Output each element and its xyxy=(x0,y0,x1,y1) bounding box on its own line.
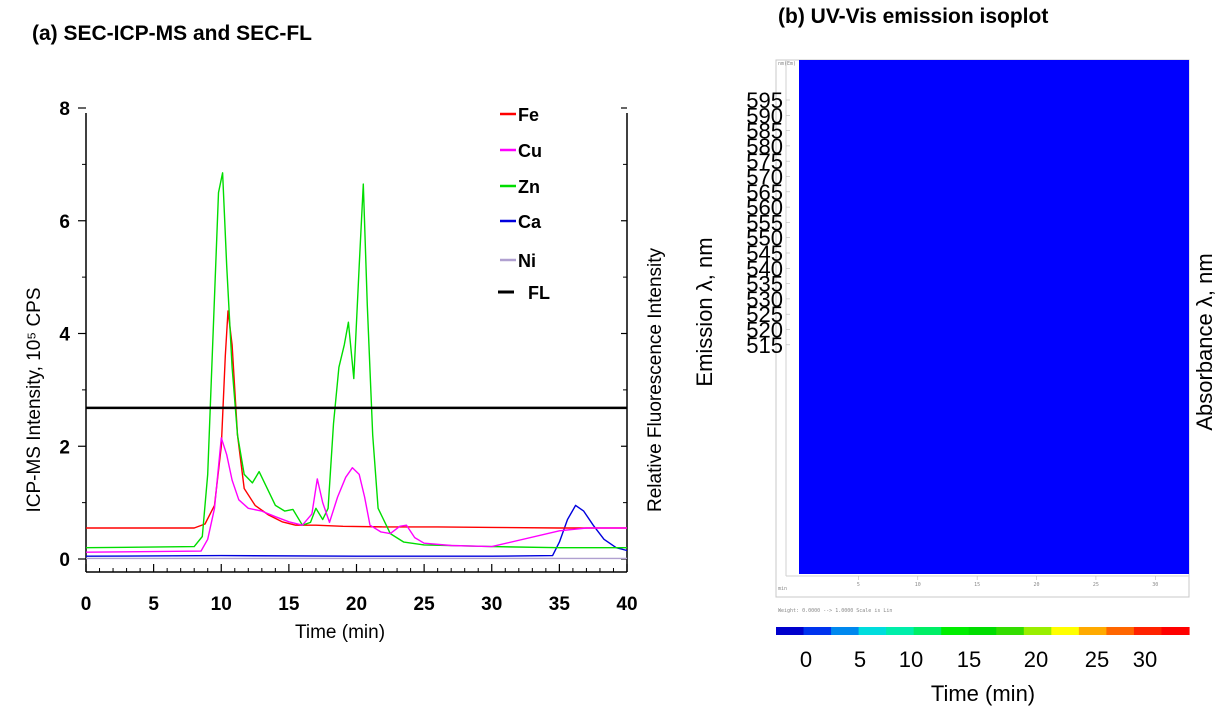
series-lines xyxy=(85,172,628,560)
colorbar-ticks: 0 5 10 15 20 25 30 xyxy=(800,647,1157,672)
panel-b-title: (b) UV-Vis emission isoplot xyxy=(778,5,1048,28)
colorbar xyxy=(776,627,1190,635)
wavelength-tick-label: 550 xyxy=(746,226,783,251)
inner-x-tick-label: 10 xyxy=(915,582,921,588)
panel-a-chart: (a) SEC-ICP-MS and SEC-FL 0 5 10 15 20 25 30 35… xyxy=(24,22,666,643)
wavelength-tick-label: 540 xyxy=(746,256,783,281)
y-tick-label: 2 xyxy=(59,437,70,458)
x-tick-label: 30 xyxy=(481,594,502,615)
colorbar-segment xyxy=(996,627,1025,635)
legend-label-ni: Ni xyxy=(518,251,536,271)
colorbar-tick-label: 10 xyxy=(899,647,923,672)
colorbar-segment xyxy=(831,627,860,635)
y-tick-label: 6 xyxy=(59,212,70,233)
y-axis-ticks: 0 2 4 6 8 xyxy=(59,99,627,571)
colorbar-tick-label: 15 xyxy=(957,647,981,672)
wavelength-tick-label: 585 xyxy=(746,119,783,144)
colorbar-segment xyxy=(1078,627,1107,635)
y-tick-label: 0 xyxy=(59,550,70,571)
wavelength-tick-label: 565 xyxy=(746,180,783,205)
x-tick-label: 40 xyxy=(616,594,637,615)
colorbar-segment xyxy=(858,627,887,635)
colorbar-segment xyxy=(803,627,832,635)
x-axis-title: Time (min) xyxy=(295,622,385,643)
wavelength-tick-label: 545 xyxy=(746,241,783,266)
x-axis-ticks: 0 5 10 15 20 25 30 35 40 xyxy=(81,564,638,615)
x-tick-label: 5 xyxy=(148,594,159,615)
legend-label-fe: Fe xyxy=(518,105,539,125)
colorbar-segment xyxy=(913,627,942,635)
colorbar-segment xyxy=(1106,627,1135,635)
wavelength-tick-label: 535 xyxy=(746,272,783,297)
colorbar-segment xyxy=(968,627,997,635)
panel-a-title: (a) SEC-ICP-MS and SEC-FL xyxy=(32,22,312,45)
legend-label-cu: Cu xyxy=(518,141,542,161)
panel-b-x-axis-title: Time (min) xyxy=(931,681,1035,706)
panel-b-y-axis-right-title: Absorbance λ, nm xyxy=(1192,253,1217,430)
x-tick-label: 0 xyxy=(81,594,92,615)
y-axis-title: ICP-MS Intensity, 10⁵ CPS xyxy=(24,287,45,512)
colorbar-segment xyxy=(1023,627,1052,635)
colorbar-segment xyxy=(776,627,805,635)
wavelength-tick-label: 555 xyxy=(746,210,783,235)
colorbar-segment xyxy=(1133,627,1163,635)
wavelength-tick-label: 570 xyxy=(746,165,783,190)
series-line-ca xyxy=(85,504,628,557)
x-tick-label: 20 xyxy=(346,594,367,615)
wavelength-tick-label: 575 xyxy=(746,149,783,174)
series-line-fe xyxy=(86,310,627,529)
wavelength-tick-labels: 5955905855805755705655605555505455405355… xyxy=(746,88,783,358)
y-axis-right-title: Relative Fluorescence Intensity xyxy=(645,247,666,512)
legend-label-fl: FL xyxy=(528,283,550,303)
colorbar-tick-label: 0 xyxy=(800,647,812,672)
inner-x-tick-label: 15 xyxy=(974,582,980,588)
wavelength-tick-label: 595 xyxy=(746,88,783,113)
colorbar-tick-label: 5 xyxy=(854,647,866,672)
inner-y-unit: nm(Em) xyxy=(778,61,796,67)
inner-y-ticks xyxy=(786,99,790,346)
inner-x-tick-label: 5 xyxy=(857,582,860,588)
wavelength-tick-label: 525 xyxy=(746,302,783,327)
legend-label-zn: Zn xyxy=(518,177,540,197)
legend-label-ca: Ca xyxy=(518,212,542,232)
weight-scale-text: Weight: 0.0000 --> 1.0000 Scale is Lin xyxy=(778,608,892,614)
series-line-cu xyxy=(85,437,627,553)
colorbar-tick-label: 25 xyxy=(1085,647,1109,672)
x-tick-label: 15 xyxy=(278,594,300,615)
wavelength-tick-label: 580 xyxy=(746,134,783,159)
wavelength-tick-label: 520 xyxy=(746,318,783,343)
series-line-zn xyxy=(85,172,627,549)
inner-x-unit: min xyxy=(778,586,787,592)
y-tick-label: 8 xyxy=(59,99,70,120)
y-tick-label: 4 xyxy=(59,325,70,346)
wavelength-tick-label: 515 xyxy=(746,333,783,358)
legend: Fe Cu Zn Ca Ni FL xyxy=(498,105,550,303)
colorbar-segment xyxy=(886,627,915,635)
x-tick-label: 25 xyxy=(414,594,436,615)
colorbar-tick-label: 20 xyxy=(1024,647,1048,672)
wavelength-tick-label: 530 xyxy=(746,287,783,312)
colorbar-segment xyxy=(1051,627,1080,635)
panel-b-y-axis-title: Emission λ, nm xyxy=(692,237,717,386)
x-tick-label: 35 xyxy=(549,594,571,615)
isoplot-heatmap xyxy=(799,60,1189,574)
x-tick-label: 10 xyxy=(211,594,232,615)
colorbar-segment xyxy=(1161,627,1190,635)
inner-x-ticks: 5 10 15 20 25 30 xyxy=(857,576,1158,588)
inner-x-tick-label: 20 xyxy=(1034,582,1040,588)
colorbar-segment xyxy=(941,627,970,635)
wavelength-tick-label: 590 xyxy=(746,103,783,128)
inner-x-tick-label: 25 xyxy=(1093,582,1099,588)
colorbar-tick-label: 30 xyxy=(1133,647,1157,672)
panel-b-heatmap: (b) UV-Vis emission isoplot nm(Em) min 5… xyxy=(692,5,1217,706)
inner-x-tick-label: 30 xyxy=(1152,582,1158,588)
wavelength-tick-label: 560 xyxy=(746,195,783,220)
